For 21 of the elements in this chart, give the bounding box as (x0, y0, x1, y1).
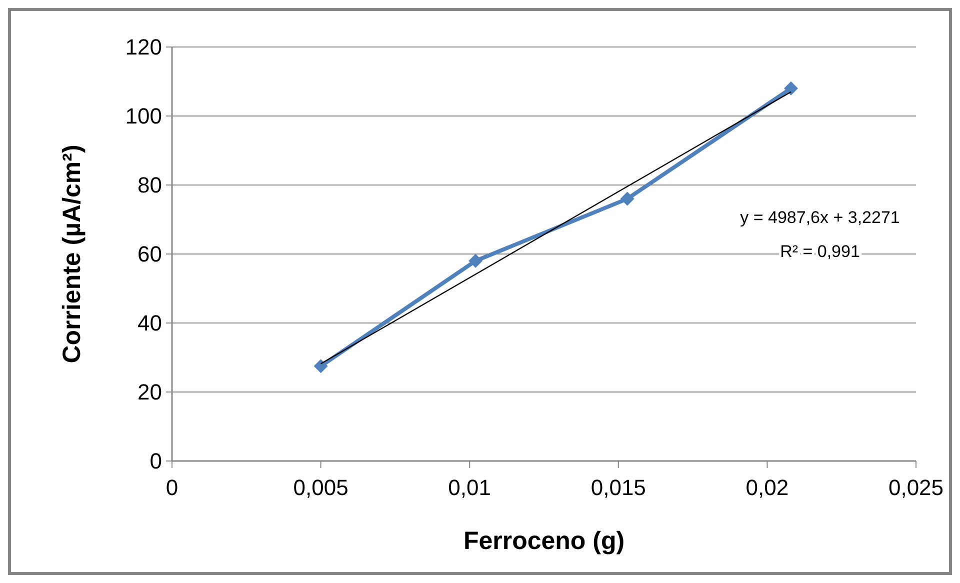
y-tick-label: 80 (138, 172, 162, 198)
y-tick-label: 120 (125, 34, 162, 60)
annotation: y = 4987,6x + 3,2271 (740, 208, 900, 227)
x-tick-label: 0,025 (888, 475, 944, 500)
point (620, 192, 634, 206)
annotation: R² = 0,991 (780, 242, 860, 261)
x-tick-label: 0,015 (590, 475, 646, 500)
y-tick-label: 60 (138, 242, 162, 267)
x-tick-label: 0,005 (293, 475, 348, 500)
y-tick-label: 20 (138, 380, 162, 405)
y-tick-label: 0 (150, 448, 162, 474)
x-tick-label: 0,02 (746, 475, 789, 500)
x-tick-label: 0,01 (448, 475, 492, 500)
point (314, 359, 328, 374)
y-tick-label: 40 (138, 310, 162, 336)
point (784, 81, 798, 96)
point (468, 254, 483, 268)
x-axis-title: Ferroceno (g) (463, 527, 625, 555)
y-axis-title: Corriente (µA/cm²) (58, 144, 86, 364)
x-tick-label: 0 (166, 475, 178, 500)
y-tick-label: 100 (125, 104, 162, 129)
